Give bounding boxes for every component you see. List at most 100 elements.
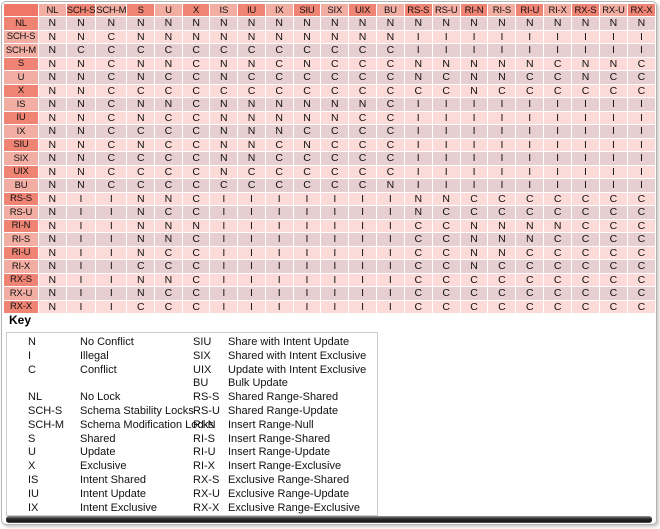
matrix-cell: N xyxy=(264,110,294,125)
matrix-cell: N xyxy=(543,218,573,233)
matrix-cell: I xyxy=(320,272,350,287)
matrix-cell: C xyxy=(626,286,656,301)
matrix-cell: C xyxy=(320,70,350,85)
matrix-cell: N xyxy=(37,205,67,220)
corner-cell xyxy=(3,3,39,17)
key-item-abbr: RI-X xyxy=(193,460,215,473)
matrix-row-RS-S: RS-S N I I N N C I I I I I I I N N C C C C C C C xyxy=(3,191,656,206)
matrix-cell: C xyxy=(154,124,183,139)
matrix-cell: C xyxy=(543,299,573,314)
matrix-cell: C xyxy=(543,191,573,206)
matrix-cell: I xyxy=(95,218,128,233)
matrix-cell: N xyxy=(237,97,266,112)
matrix-cell: N xyxy=(154,218,183,233)
key-item-desc: Insert Range-Shared xyxy=(228,432,331,445)
matrix-cell: N xyxy=(515,232,545,247)
matrix-cell: C xyxy=(181,56,211,71)
column-header-BU: BU xyxy=(376,3,405,17)
matrix-cell: C xyxy=(348,151,377,166)
matrix-cell: N xyxy=(237,56,266,71)
matrix-cell: N xyxy=(515,16,545,31)
matrix-row-UIX: UIX N N C C C C N C C C C C C I I I I I I I I I xyxy=(3,164,656,179)
matrix-cell: I xyxy=(348,245,377,260)
column-header-IU: IU xyxy=(237,3,266,17)
matrix-cell: N xyxy=(264,16,294,31)
matrix-cell: C xyxy=(515,191,545,206)
matrix-cell: I xyxy=(95,299,128,314)
row-header-X: X xyxy=(3,83,39,98)
matrix-cell: I xyxy=(543,29,573,44)
matrix-cell: N xyxy=(126,110,156,125)
row-header-IU: IU xyxy=(3,110,39,125)
matrix-cell: N xyxy=(65,164,97,179)
matrix-cell: I xyxy=(65,245,97,260)
column-header-RI-X: RI-X xyxy=(543,3,573,17)
matrix-row-IX: IX N N C C C C N N N C C C C I I I I I I I I I xyxy=(3,124,656,139)
column-header-IS: IS xyxy=(209,3,239,17)
matrix-cell: C xyxy=(348,137,377,152)
key-item-desc: Exclusive xyxy=(80,460,127,473)
matrix-cell: C xyxy=(376,70,405,85)
matrix-cell: I xyxy=(571,164,600,179)
matrix-cell: I xyxy=(487,178,517,193)
matrix-cell: C xyxy=(626,299,656,314)
key-item-desc: Shared with Intent Exclusive xyxy=(228,349,367,362)
matrix-cell: C xyxy=(403,218,433,233)
column-header-RI-N: RI-N xyxy=(459,3,489,17)
matrix-cell: C xyxy=(154,110,183,125)
matrix-cell: C xyxy=(237,83,266,98)
matrix-cell: C xyxy=(598,299,628,314)
matrix-cell: C xyxy=(154,286,183,301)
column-header-RI-S: RI-S xyxy=(487,3,517,17)
matrix-cell: I xyxy=(376,299,405,314)
matrix-cell: C xyxy=(292,151,322,166)
matrix-cell: I xyxy=(376,245,405,260)
matrix-cell: I xyxy=(571,43,600,58)
matrix-cell: I xyxy=(626,137,656,152)
matrix-cell: C xyxy=(598,245,628,260)
row-header-S: S xyxy=(3,56,39,71)
row-header-RX-X: RX-X xyxy=(3,299,39,314)
matrix-cell: C xyxy=(376,151,405,166)
matrix-cell: C xyxy=(126,178,156,193)
matrix-cell: C xyxy=(126,151,156,166)
matrix-cell: I xyxy=(348,191,377,206)
matrix-cell: C xyxy=(598,259,628,274)
matrix-cell: N xyxy=(459,70,489,85)
matrix-cell: C xyxy=(181,110,211,125)
matrix-cell: C xyxy=(181,232,211,247)
matrix-cell: I xyxy=(376,218,405,233)
matrix-cell: I xyxy=(515,137,545,152)
matrix-cell: C xyxy=(571,218,600,233)
matrix-cell: N xyxy=(126,286,156,301)
matrix-cell: I xyxy=(543,124,573,139)
matrix-cell: C xyxy=(543,232,573,247)
matrix-cell: N xyxy=(403,56,433,71)
matrix-cell: N xyxy=(403,70,433,85)
matrix-cell: N xyxy=(37,164,67,179)
matrix-cell: N xyxy=(65,124,97,139)
matrix-cell: C xyxy=(292,124,322,139)
matrix-cell: I xyxy=(403,43,433,58)
matrix-cell: C xyxy=(154,83,183,98)
key-item-abbr: RS-U xyxy=(193,404,220,417)
matrix-cell: N xyxy=(37,178,67,193)
key-item: RS-U Shared Range-Update xyxy=(193,405,366,419)
key-item-abbr: RI-N xyxy=(193,418,216,431)
column-header-UIX: UIX xyxy=(348,3,377,17)
column-header-SIX: SIX xyxy=(320,3,350,17)
matrix-cell: C xyxy=(598,191,628,206)
matrix-cell: N xyxy=(154,56,183,71)
key-item-desc: Shared Range-Update xyxy=(228,404,339,417)
row-header-SIX: SIX xyxy=(3,151,39,166)
matrix-cell: I xyxy=(348,232,377,247)
key-item-abbr: RI-S xyxy=(193,432,215,445)
matrix-cell: C xyxy=(543,245,573,260)
matrix-cell: C xyxy=(376,137,405,152)
matrix-cell: C xyxy=(543,70,573,85)
matrix-cell: C xyxy=(431,286,461,301)
key-item-desc: Exclusive Range-Update xyxy=(228,487,350,500)
matrix-cell: C xyxy=(320,151,350,166)
matrix-cell: C xyxy=(543,286,573,301)
